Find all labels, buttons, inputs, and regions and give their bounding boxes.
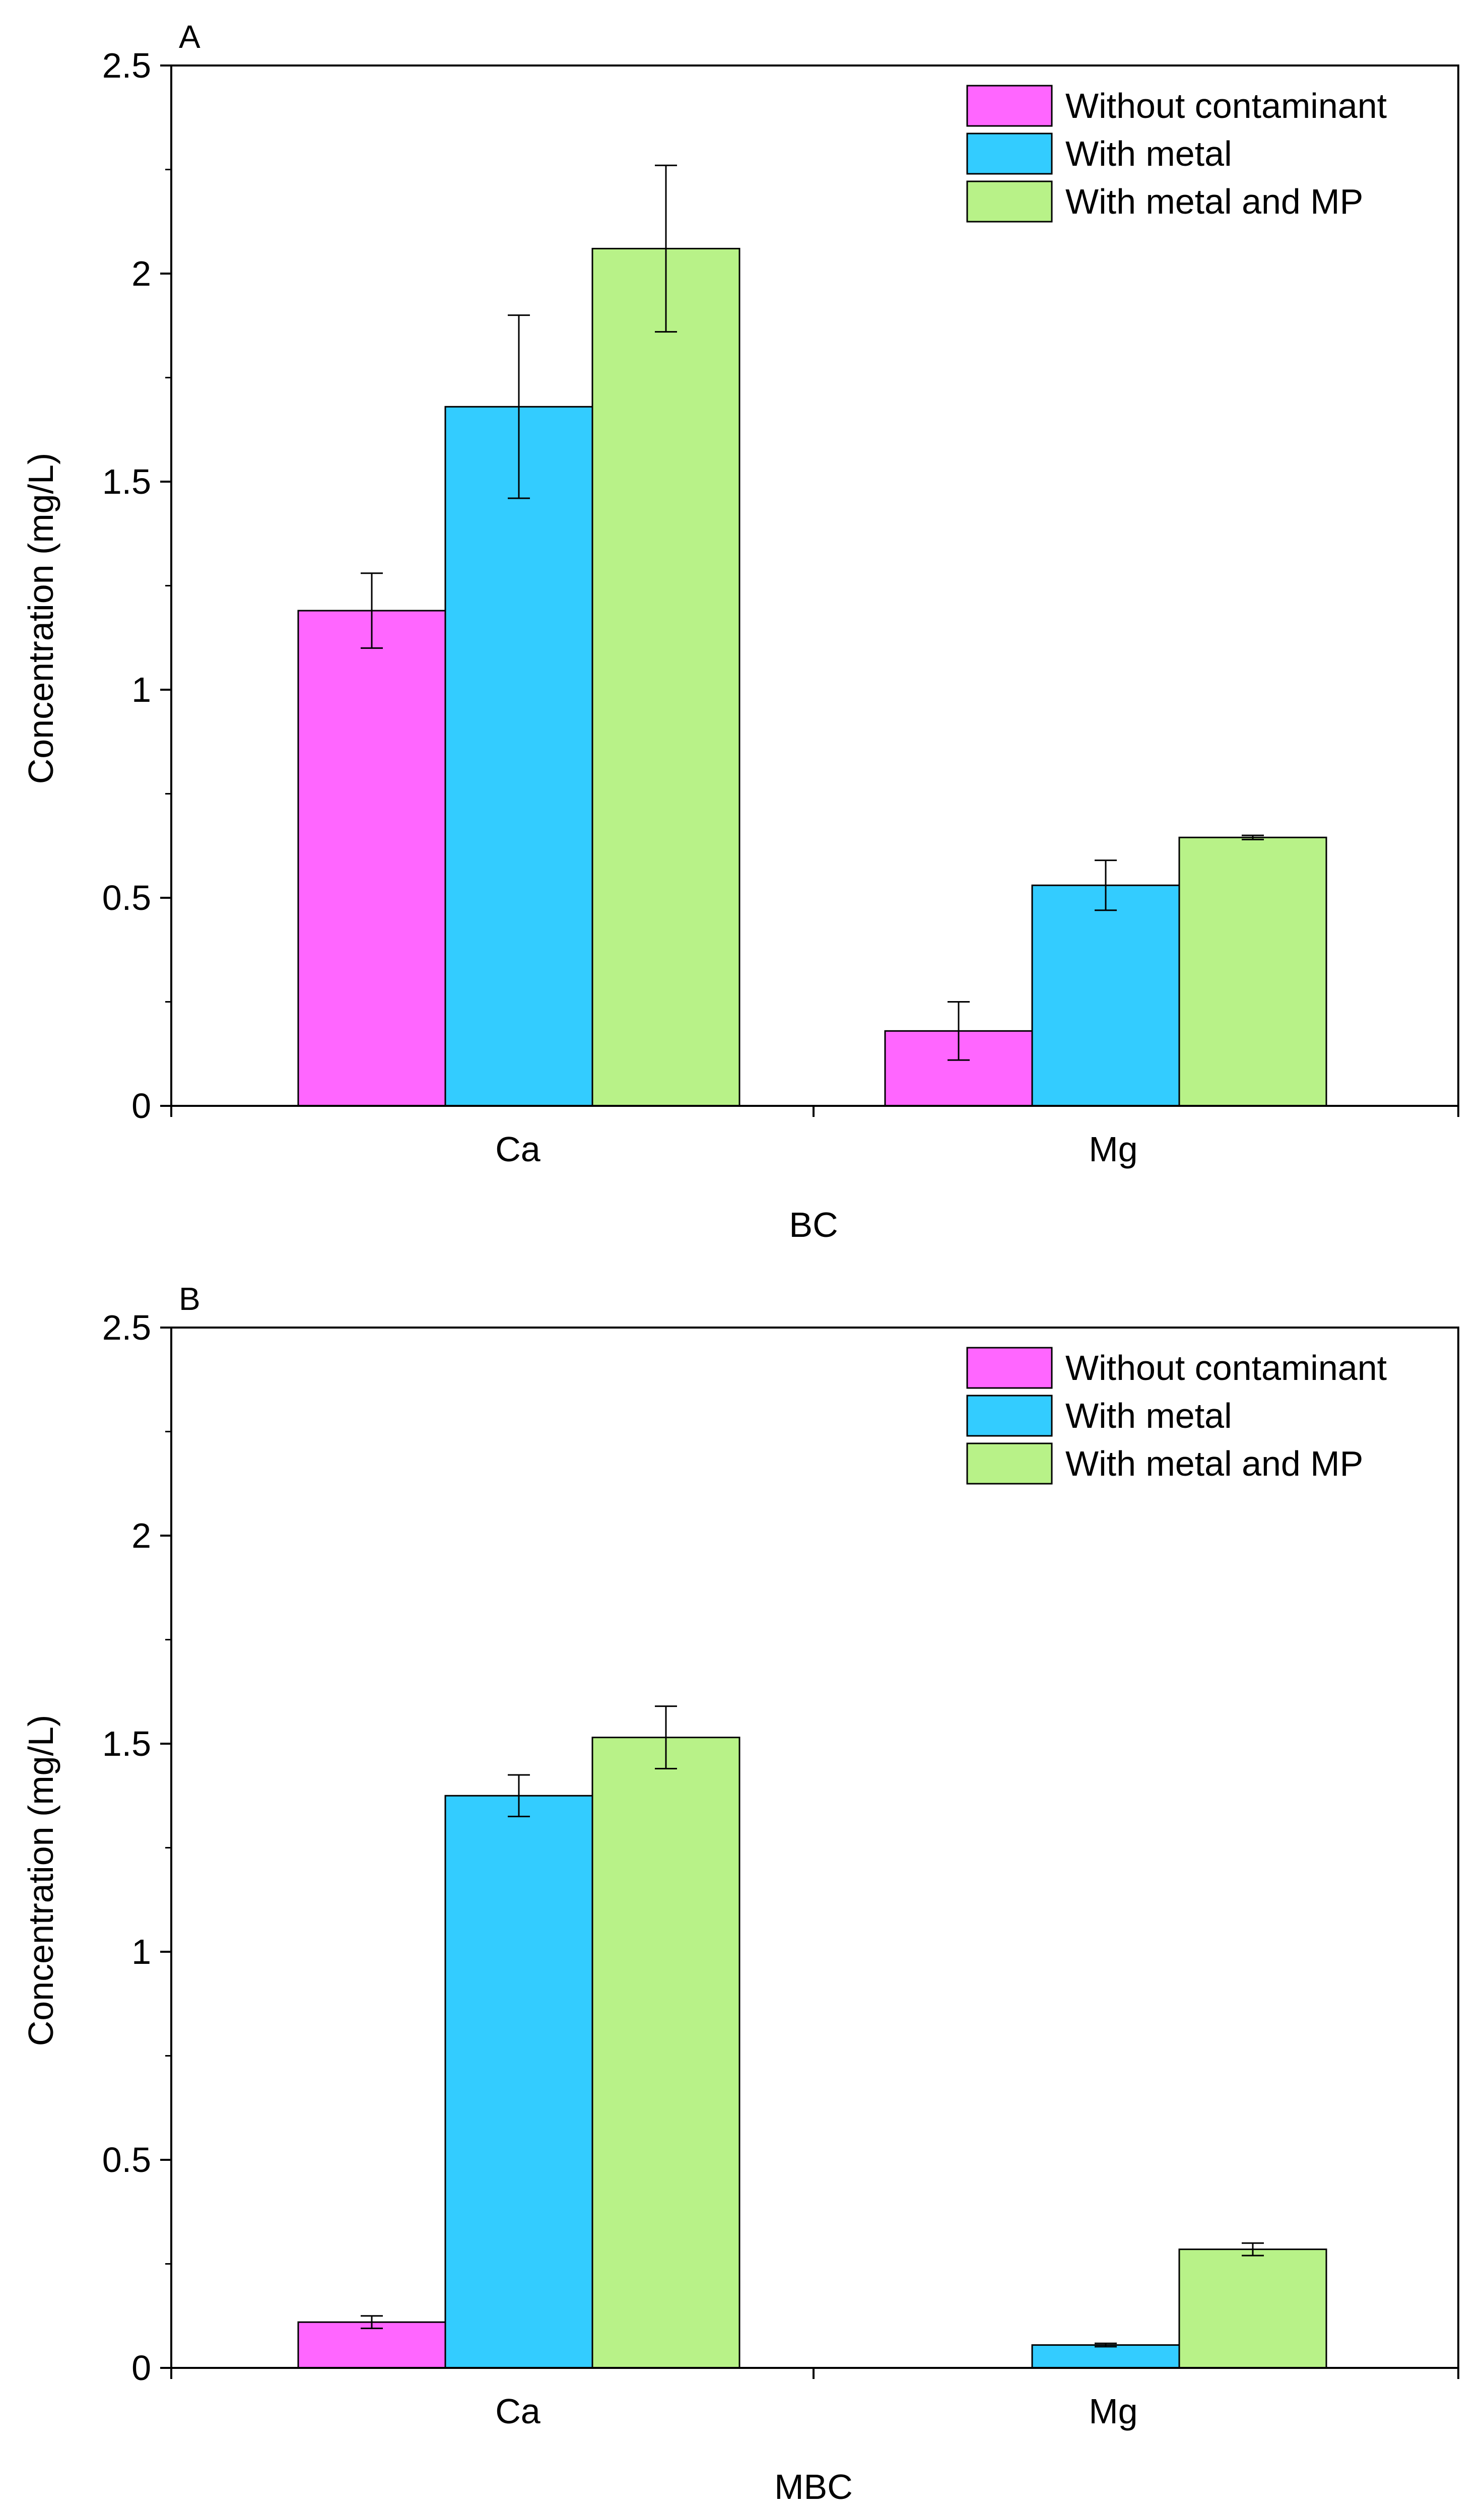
chart-panel-b: B 0 0.5 1 1.5 2 2.5 Ca Mg MBC Concentration (mg/L)… [21, 1281, 1459, 2506]
legend-swatch-with-metal [966, 1395, 1053, 1437]
x-axis-label: BC [789, 1205, 838, 1244]
x-category-label: Ca [495, 1130, 541, 1169]
legend-label: With metal [1065, 1396, 1232, 1435]
bar-with-metal-mg [1031, 884, 1180, 1107]
legend-swatch-with-metal-and-mp [966, 1442, 1053, 1485]
bar-with-metal-ca [444, 1795, 593, 2369]
panel-letter: B [179, 1281, 200, 1317]
bar-with-metal-and-mp-mg [1178, 836, 1327, 1107]
legend-label: With metal and MP [1065, 182, 1363, 221]
bar-with-metal-ca [444, 406, 593, 1107]
legend: Without contaminant With metal With metal … [966, 85, 1387, 223]
x-category-label: Mg [1089, 2392, 1137, 2431]
legend-swatch-without-contaminant [966, 1347, 1053, 1389]
x-category-label: Mg [1089, 1130, 1137, 1169]
y-tick-label: 0.5 [102, 2140, 151, 2179]
y-axis-label: Concentration (mg/L) [21, 453, 60, 784]
y-tick-label: 0 [131, 1086, 151, 1126]
y-tick-label: 2 [131, 254, 151, 293]
legend-swatch-with-metal [966, 133, 1053, 175]
y-tick-label: 2.5 [102, 46, 151, 85]
y-tick-label: 0 [131, 2348, 151, 2388]
bar-with-metal-and-mp-ca [591, 1737, 740, 2369]
plot-frame [170, 1327, 1459, 2369]
bar-without-contaminant-ca [297, 610, 446, 1107]
y-tick-label: 1 [131, 1932, 151, 1971]
legend-label: Without contaminant [1065, 1348, 1387, 1387]
bar-with-metal-and-mp-mg [1178, 2249, 1327, 2369]
bar-without-contaminant-ca [297, 2321, 446, 2369]
x-axis-label: MBC [774, 2467, 853, 2506]
chart-panel-a: A 0 0.5 1 1.5 2 2.5 Ca Mg BC Concentration (mg/L) W… [21, 19, 1459, 1244]
x-category-label: Ca [495, 2392, 541, 2431]
legend: Without contaminant With metal With metal … [966, 1347, 1387, 1485]
legend-label: With metal [1065, 134, 1232, 173]
y-tick-label: 1 [131, 670, 151, 709]
y-tick-label: 0.5 [102, 878, 151, 917]
y-axis-label: Concentration (mg/L) [21, 1715, 60, 2046]
y-tick-label: 2.5 [102, 1308, 151, 1347]
legend-swatch-with-metal-and-mp [966, 180, 1053, 223]
panel-letter: A [179, 19, 200, 55]
y-tick-label: 1.5 [102, 1724, 151, 1763]
legend-swatch-without-contaminant [966, 85, 1053, 127]
bar-with-metal-and-mp-ca [591, 247, 740, 1107]
bar-with-metal-mg [1031, 2344, 1180, 2369]
y-tick-label: 1.5 [102, 462, 151, 501]
y-tick-label: 2 [131, 1516, 151, 1555]
legend-label: Without contaminant [1065, 86, 1387, 125]
legend-label: With metal and MP [1065, 1444, 1363, 1483]
